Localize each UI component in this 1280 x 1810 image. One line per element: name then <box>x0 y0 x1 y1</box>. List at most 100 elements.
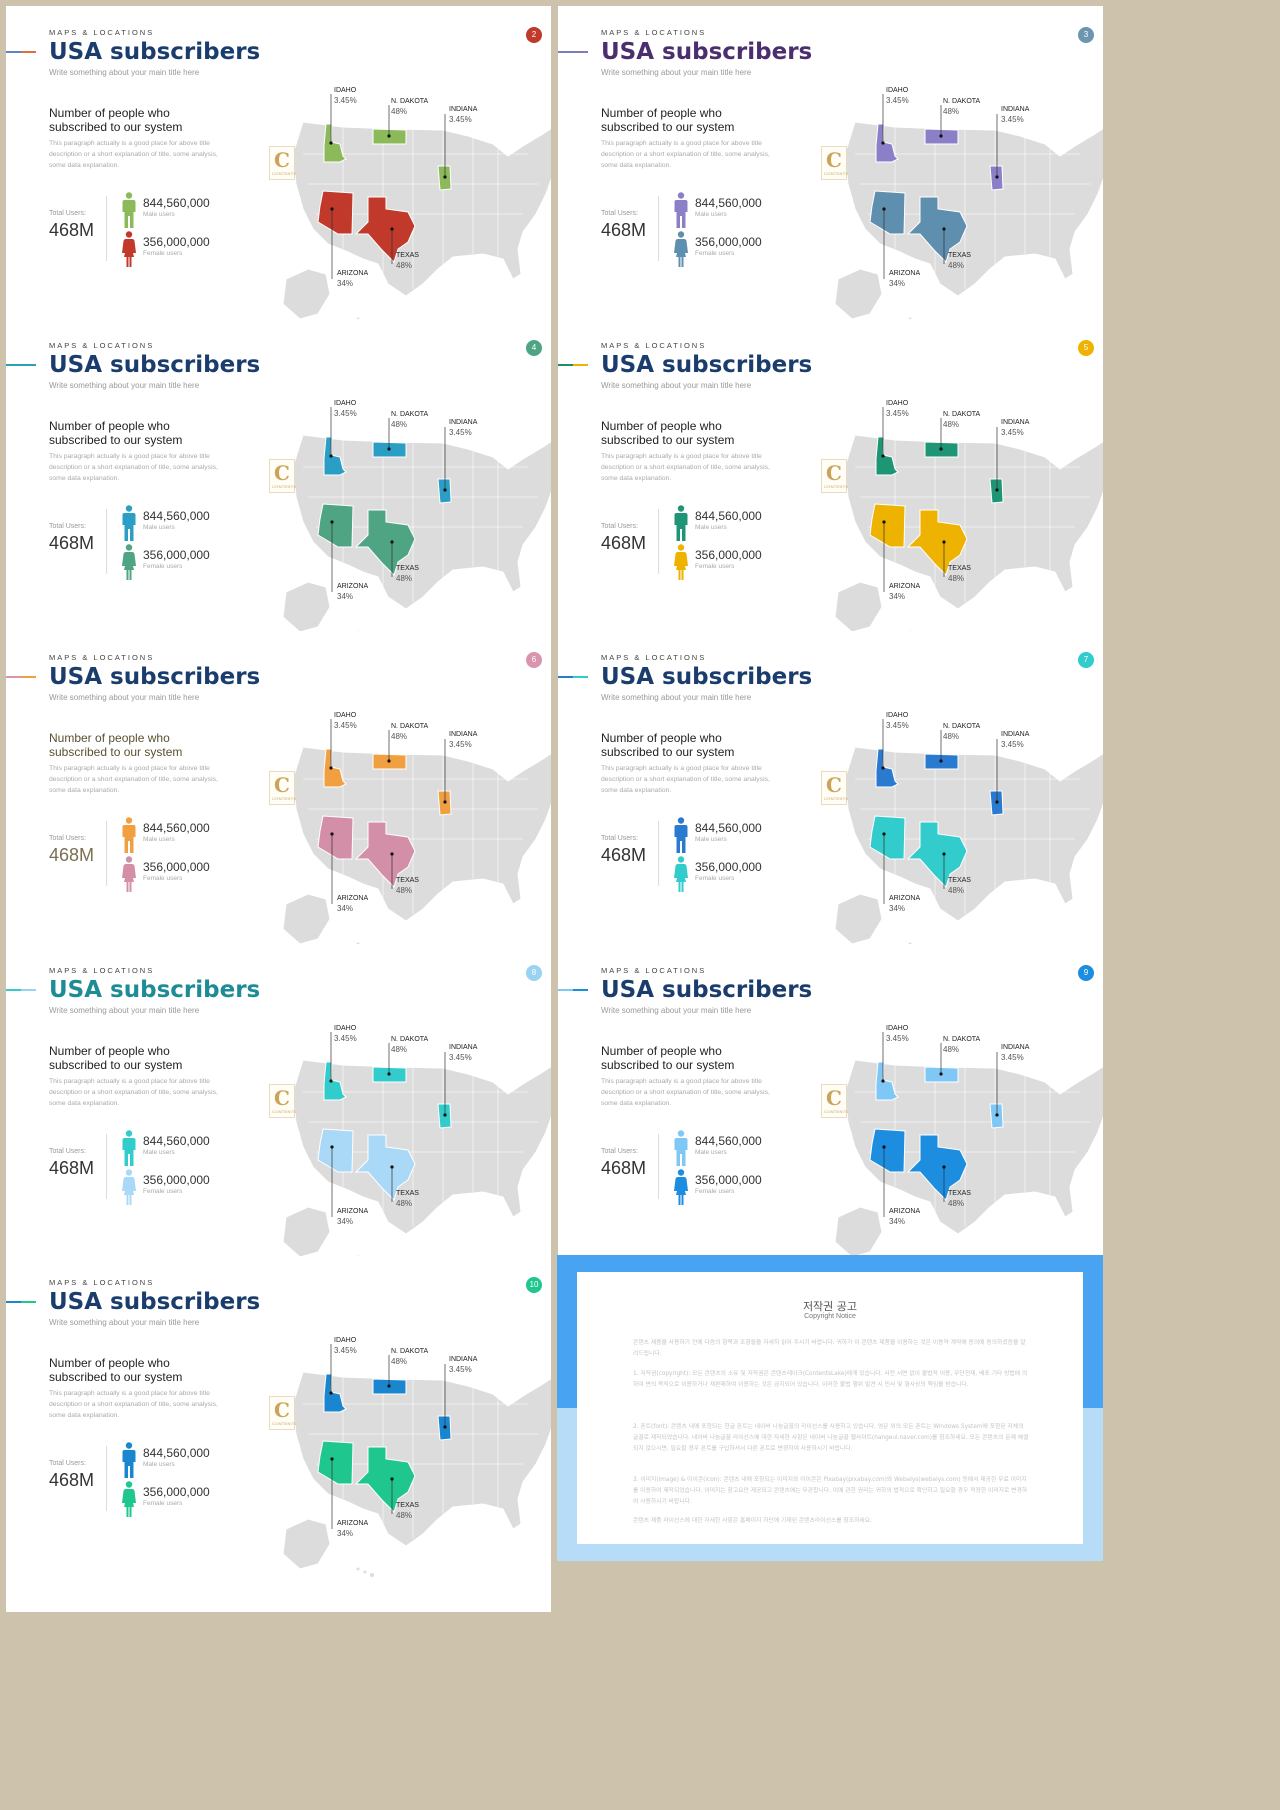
texas-region <box>906 821 968 888</box>
texas-region <box>354 509 416 576</box>
female-users-value: 356,000,000 <box>143 1173 210 1187</box>
male-users-value: 844,560,000 <box>695 196 762 210</box>
idaho-region <box>323 436 347 476</box>
slide-9: MAPS & LOCATIONS USA subscribers Write s… <box>558 944 1103 1300</box>
state-value-arizona: 34% <box>889 279 906 288</box>
watermark-logo: C CONTENTS <box>821 459 848 493</box>
female-users-value: 356,000,000 <box>143 548 210 562</box>
usa-map <box>282 1032 551 1266</box>
alaska-shape <box>834 581 883 633</box>
usa-landmass <box>292 1371 551 1547</box>
divider <box>658 196 659 261</box>
texas-region <box>906 1134 968 1201</box>
idaho-region <box>323 748 347 788</box>
male-icon <box>122 505 136 541</box>
slide-subtitle: Write something about your main title he… <box>49 1006 200 1015</box>
section-heading: Number of people who subscribed to our s… <box>601 731 735 759</box>
state-value-ndakota: 48% <box>391 732 408 741</box>
slide-kicker: MAPS & LOCATIONS <box>49 1278 155 1287</box>
state-value-ndakota: 48% <box>391 1357 408 1366</box>
copyright-slide: 저작권 공고 Copyright Notice 콘텐츠 제품을 사용하기 전에 … <box>557 1255 1103 1561</box>
section-heading: Number of people who subscribed to our s… <box>49 419 183 447</box>
slide-subtitle: Write something about your main title he… <box>49 381 200 390</box>
usa-landmass <box>844 434 1103 610</box>
male-users-label: Male users <box>695 524 727 531</box>
state-label-ndakota: N. DAKOTA <box>391 411 429 418</box>
slide-kicker: MAPS & LOCATIONS <box>601 341 707 350</box>
divider <box>658 509 659 574</box>
section-paragraph: This paragraph actually is a good place … <box>49 765 218 794</box>
state-value-ndakota: 48% <box>943 107 960 116</box>
arizona-region <box>317 1440 354 1485</box>
usa-map <box>834 1032 1103 1266</box>
male-users-label: Male users <box>695 211 727 218</box>
divider <box>106 1134 107 1199</box>
usa-landmass <box>292 1059 551 1235</box>
texas-region <box>906 196 968 263</box>
state-value-indiana: 3.45% <box>1001 1053 1024 1062</box>
slide-kicker: MAPS & LOCATIONS <box>601 28 707 37</box>
female-users-value: 356,000,000 <box>143 235 210 249</box>
state-label-arizona: ARIZONA <box>337 270 369 277</box>
title-accent-line <box>6 989 36 991</box>
state-value-texas: 48% <box>396 1199 413 1208</box>
male-icon <box>122 1442 136 1478</box>
alaska-shape <box>282 1206 331 1258</box>
female-users-label: Female users <box>143 1500 183 1507</box>
watermark-logo: C CONTENTS <box>269 459 296 493</box>
male-users-label: Male users <box>143 1461 175 1468</box>
state-value-idaho: 3.45% <box>334 96 357 105</box>
slide-subtitle: Write something about your main title he… <box>49 68 200 77</box>
female-users-label: Female users <box>695 563 735 570</box>
state-value-arizona: 34% <box>889 592 906 601</box>
usa-landmass <box>292 434 551 610</box>
usa-map <box>282 407 551 641</box>
state-value-ndakota: 48% <box>391 420 408 429</box>
male-users-value: 844,560,000 <box>143 1134 210 1148</box>
male-icon <box>674 1130 688 1166</box>
alaska-shape <box>834 893 883 945</box>
state-label-indiana: INDIANA <box>1001 1044 1030 1051</box>
state-label-idaho: IDAHO <box>334 1025 357 1032</box>
slide-subtitle: Write something about your main title he… <box>601 68 752 77</box>
state-value-indiana: 3.45% <box>449 1053 472 1062</box>
arizona-region <box>317 1128 354 1173</box>
state-value-texas: 48% <box>948 886 965 895</box>
state-value-ndakota: 48% <box>943 732 960 741</box>
total-users-value: 468M <box>49 1158 95 1178</box>
usa-map <box>834 719 1103 953</box>
total-users-value: 468M <box>49 533 95 553</box>
copyright-card: 저작권 공고 Copyright Notice 콘텐츠 제품을 사용하기 전에 … <box>577 1272 1083 1544</box>
total-users-value: 468M <box>49 220 95 240</box>
state-label-ndakota: N. DAKOTA <box>943 411 981 418</box>
slide-3: MAPS & LOCATIONS USA subscribers Write s… <box>558 6 1103 362</box>
copyright-paragraph: 콘텐츠 제품 라이선스에 대한 자세한 사항은 홈페이지 하단에 기재된 콘텐츠… <box>633 1518 872 1524</box>
state-label-indiana: INDIANA <box>449 1044 478 1051</box>
state-label-indiana: INDIANA <box>1001 419 1030 426</box>
state-value-idaho: 3.45% <box>886 721 909 730</box>
slide-subtitle: Write something about your main title he… <box>601 381 752 390</box>
state-label-ndakota: N. DAKOTA <box>943 98 981 105</box>
state-label-indiana: INDIANA <box>1001 106 1030 113</box>
male-users-value: 844,560,000 <box>695 1134 762 1148</box>
female-icon <box>122 1169 136 1205</box>
female-users-label: Female users <box>695 1188 735 1195</box>
alaska-shape <box>834 1206 883 1258</box>
state-value-arizona: 34% <box>889 904 906 913</box>
section-heading: Number of people who subscribed to our s… <box>49 731 183 759</box>
slide-number-badge: 3 <box>1078 27 1094 43</box>
alaska-shape <box>282 893 331 945</box>
state-label-indiana: INDIANA <box>449 419 478 426</box>
state-value-idaho: 3.45% <box>334 1034 357 1043</box>
slide-title: USA subscribers <box>49 664 261 690</box>
slide-number-badge: 2 <box>526 27 542 43</box>
total-users-value: 468M <box>601 845 647 865</box>
slide-title: USA subscribers <box>49 352 261 378</box>
slide-number-badge: 7 <box>1078 652 1094 668</box>
alaska-shape <box>282 581 331 633</box>
section-paragraph: This paragraph actually is a good place … <box>49 140 218 169</box>
total-users-label: Total Users: <box>601 210 638 217</box>
arizona-region <box>869 190 906 235</box>
state-value-ndakota: 48% <box>391 107 408 116</box>
female-users-value: 356,000,000 <box>695 235 762 249</box>
